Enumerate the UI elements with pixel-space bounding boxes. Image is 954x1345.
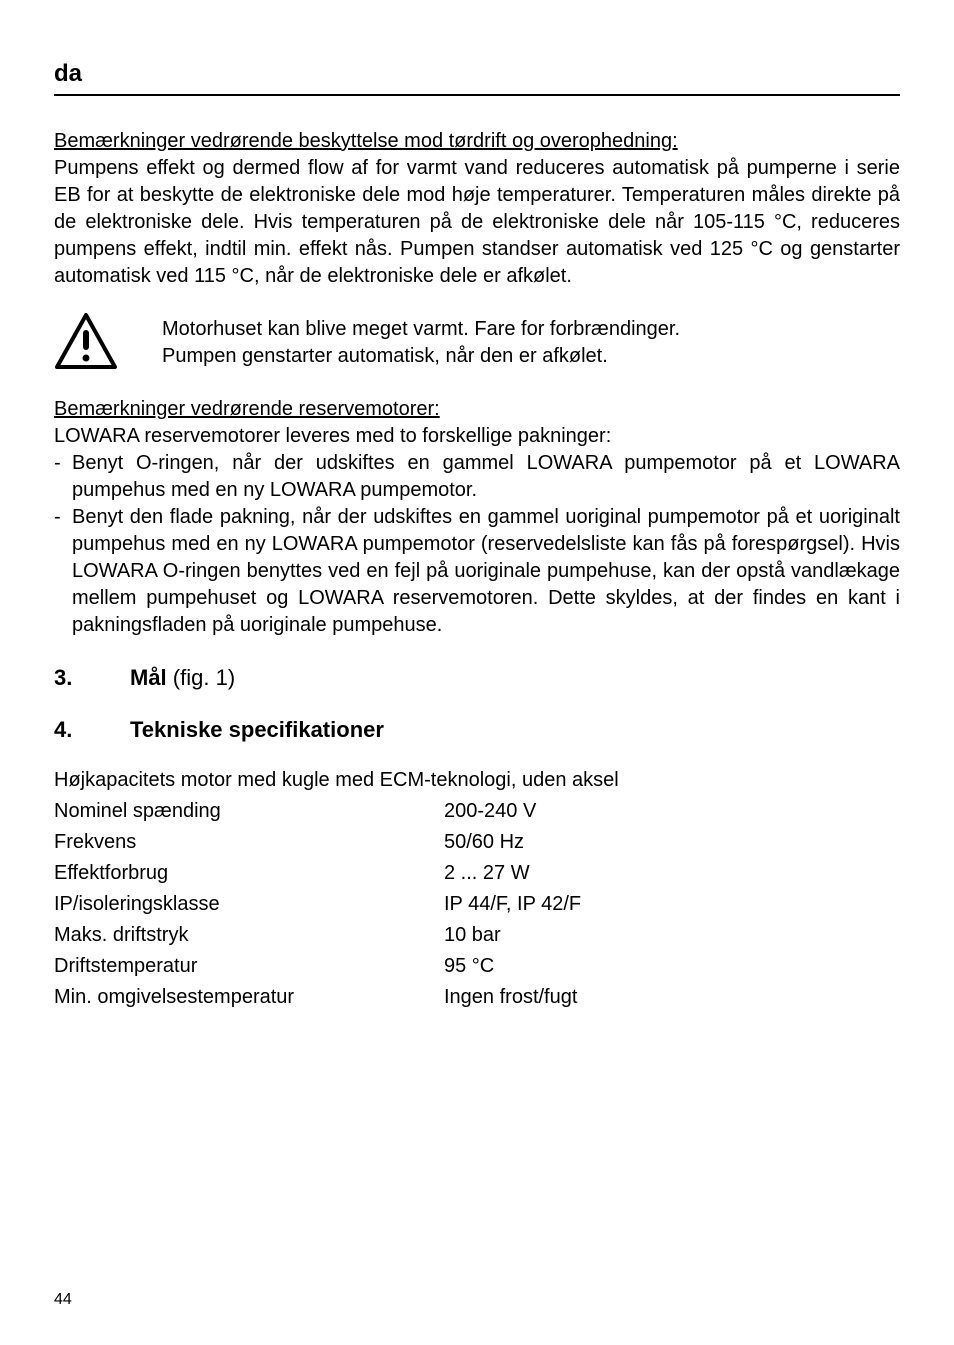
bullet-text: Benyt O-ringen, når der udskiftes en gam… [72,450,900,504]
warning-block: Motorhuset kan blive meget varmt. Fare f… [54,312,900,370]
section-4-header: 4. Tekniske specifikationer [54,717,900,743]
spec-row: Nominel spænding200-240 V [54,796,900,827]
spec-row: Driftstemperatur95 °C [54,951,900,982]
spec-label: Effektforbrug [54,858,444,889]
protection-heading: Bemærkninger vedrørende beskyttelse mod … [54,130,900,153]
spec-row: IP/isoleringsklasseIP 44/F, IP 42/F [54,889,900,920]
section-title: Mål [130,665,167,690]
spec-value: 95 °C [444,951,900,982]
warning-line-2: Pumpen genstarter automatisk, når den er… [162,343,900,370]
section-title: Tekniske specifikationer [130,717,384,743]
specifications-block: Højkapacitets motor med kugle med ECM-te… [54,765,900,1013]
spec-row: Frekvens50/60 Hz [54,827,900,858]
spec-label: IP/isoleringsklasse [54,889,444,920]
spec-row: Effektforbrug2 ... 27 W [54,858,900,889]
spec-value: IP 44/F, IP 42/F [444,889,900,920]
section-number: 3. [54,665,82,691]
section-suffix: (fig. 1) [167,665,235,690]
bullet-dash: - [54,450,72,504]
spec-value: 2 ... 27 W [444,858,900,889]
spec-label: Frekvens [54,827,444,858]
bullet-text: Benyt den flade pakning, når der udskift… [72,504,900,639]
spec-value: 10 bar [444,920,900,951]
spec-label: Min. omgivelsestemperatur [54,982,444,1013]
spec-row: Min. omgivelsestemperaturIngen frost/fug… [54,982,900,1013]
spec-value: 50/60 Hz [444,827,900,858]
page-number: 44 [54,1291,72,1309]
section-3-header: 3. Mål (fig. 1) [54,665,900,691]
spec-label: Driftstemperatur [54,951,444,982]
warning-line-1: Motorhuset kan blive meget varmt. Fare f… [162,316,900,343]
list-item: - Benyt O-ringen, når der udskiftes en g… [54,450,900,504]
section-number: 4. [54,717,82,743]
spec-value: 200-240 V [444,796,900,827]
spec-row: Maks. driftstryk10 bar [54,920,900,951]
protection-body: Pumpens effekt og dermed flow af for var… [54,155,900,290]
bullet-dash: - [54,504,72,639]
header-rule [54,94,900,96]
spec-heading: Højkapacitets motor med kugle med ECM-te… [54,765,900,796]
spec-label: Maks. driftstryk [54,920,444,951]
language-code: da [54,60,900,88]
spare-motors-intro: LOWARA reservemotorer leveres med to for… [54,423,900,450]
list-item: - Benyt den flade pakning, når der udski… [54,504,900,639]
spare-motors-heading: Bemærkninger vedrørende reservemotorer: [54,398,900,421]
spare-motors-body: LOWARA reservemotorer leveres med to for… [54,423,900,639]
warning-text: Motorhuset kan blive meget varmt. Fare f… [162,312,900,370]
spec-label: Nominel spænding [54,796,444,827]
spec-value: Ingen frost/fugt [444,982,900,1013]
warning-triangle-icon [54,312,118,370]
